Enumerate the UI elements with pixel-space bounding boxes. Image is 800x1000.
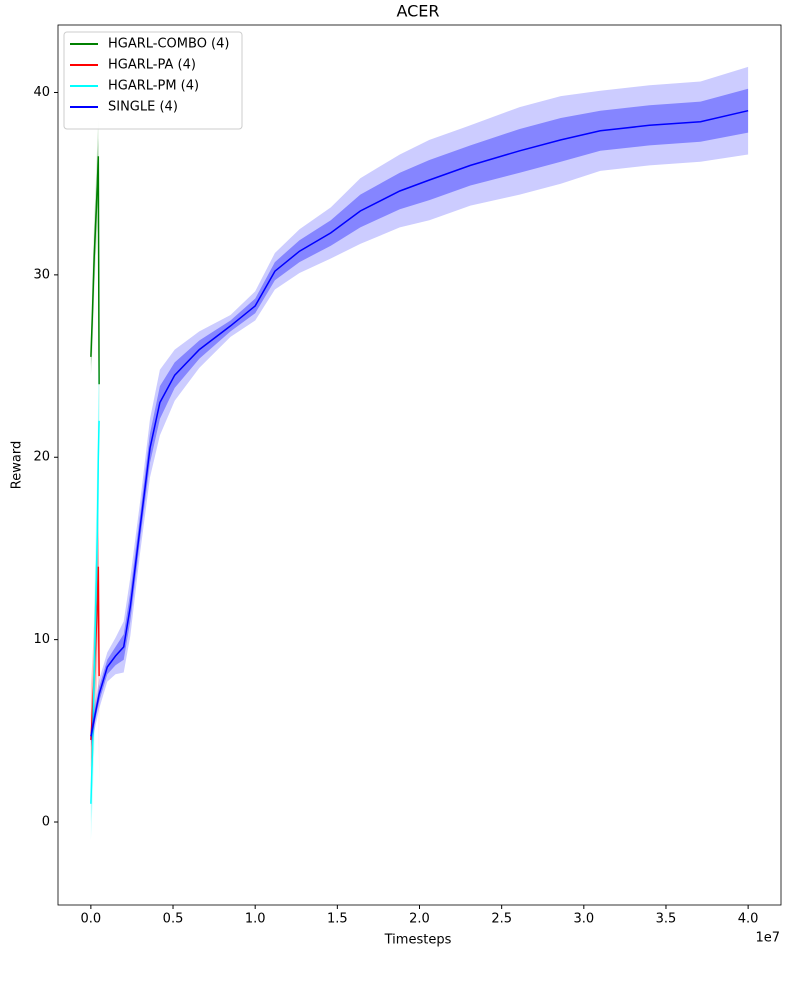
y-tick-label: 0 <box>42 815 50 830</box>
y-axis-label: Reward <box>10 441 25 489</box>
band-outer <box>90 66 749 748</box>
x-tick-label: 4.0 <box>738 912 759 927</box>
legend-label: HGARL-PA (4) <box>108 58 196 73</box>
x-tick-label: 2.0 <box>409 912 430 927</box>
y-tick-label: 10 <box>33 632 50 647</box>
x-tick-label: 1.0 <box>245 912 266 927</box>
x-offset-label: 1e7 <box>755 931 780 946</box>
y-tick-label: 30 <box>33 267 50 282</box>
x-tick-label: 3.5 <box>656 912 677 927</box>
x-tick-label: 2.5 <box>491 912 512 927</box>
x-axis-label: Timesteps <box>384 933 452 948</box>
legend: HGARL-COMBO (4) HGARL-PA (4) HGARL-PM (4) S… <box>63 31 243 130</box>
chart-title: ACER <box>396 2 439 21</box>
legend-label: HGARL-COMBO (4) <box>108 37 229 52</box>
y-tick-label: 20 <box>33 450 50 465</box>
x-tick-label: 0.5 <box>163 912 184 927</box>
series-line <box>90 156 100 385</box>
series-line <box>90 109 749 737</box>
y-tick-label: 40 <box>33 85 50 100</box>
x-tick-label: 1.5 <box>327 912 348 927</box>
x-tick-label: 0.0 <box>81 912 102 927</box>
legend-box <box>63 31 243 130</box>
series-line <box>90 566 100 740</box>
series-line <box>90 420 100 804</box>
x-tick-label: 3.0 <box>573 912 594 927</box>
legend-label: HGARL-PM (4) <box>108 79 199 94</box>
legend-label: SINGLE (4) <box>108 100 178 115</box>
